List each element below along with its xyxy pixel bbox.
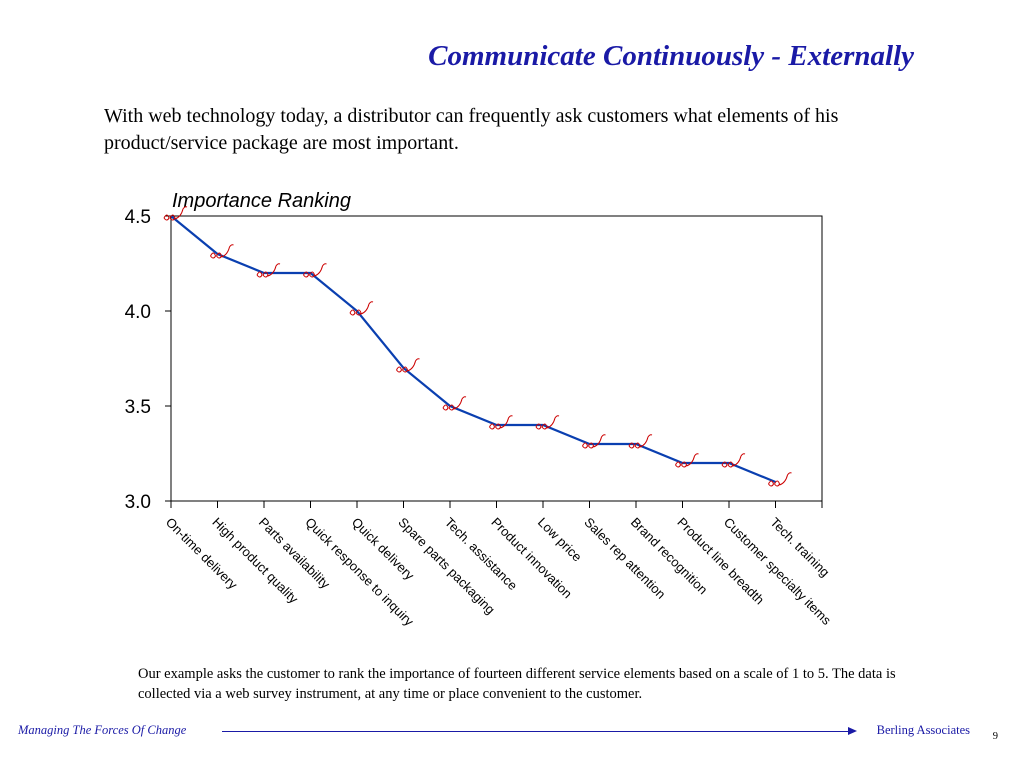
data-point: [721, 453, 746, 468]
data-point: [349, 301, 374, 316]
data-point: [442, 396, 467, 411]
data-markers: [163, 206, 792, 487]
arrow-right-icon: [848, 727, 857, 735]
data-point: [535, 415, 560, 430]
y-tick-label: 4.0: [125, 302, 151, 323]
intro-text: With web technology today, a distributor…: [104, 105, 839, 154]
data-point: [675, 453, 699, 468]
chart-title: Importance Ranking: [172, 190, 351, 212]
x-tick-label: Product line breadth: [674, 515, 767, 608]
footnote: Our example asks the customer to rank th…: [138, 666, 896, 702]
footer-left-text: Managing The Forces Of Change: [18, 723, 187, 737]
footer-right-text: Berling Associates: [876, 723, 970, 737]
importance-chart: Importance Ranking 3.0 3.5 4.0 4.5 On-time …: [125, 190, 835, 629]
data-point: [210, 244, 234, 259]
data-point: [256, 263, 281, 278]
y-axis: 3.0 3.5 4.0 4.5: [125, 207, 171, 513]
data-point: [489, 415, 513, 430]
y-tick-label: 3.0: [125, 492, 151, 513]
page-number: 9: [992, 731, 998, 742]
data-point: [163, 206, 188, 221]
footer-divider: [222, 731, 852, 732]
data-point: [582, 434, 606, 449]
x-tick-label: Sales rep attention: [581, 515, 668, 602]
series-line: [170, 215, 776, 484]
x-tick-label: Product innovation: [488, 515, 575, 602]
y-tick-label: 3.5: [125, 397, 151, 418]
data-point: [303, 263, 327, 278]
x-tick-label: High product quality: [209, 515, 301, 607]
data-point: [628, 434, 653, 449]
plot-area: [170, 215, 823, 502]
data-point: [396, 358, 420, 373]
y-tick-label: 4.5: [125, 207, 151, 228]
data-point: [768, 472, 792, 487]
slide-title: Communicate Continuously - Externally: [428, 40, 914, 72]
